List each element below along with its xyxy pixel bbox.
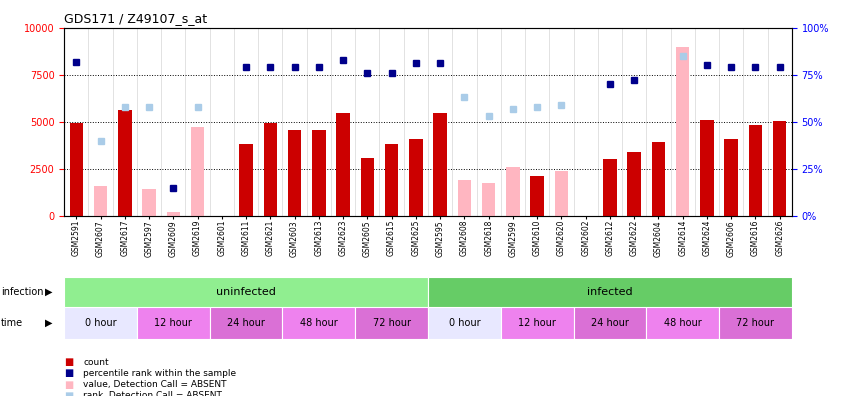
Bar: [240, 145, 253, 216]
Bar: [676, 47, 689, 216]
Bar: [773, 121, 787, 216]
Bar: [137, 307, 210, 339]
Text: GDS171 / Z49107_s_at: GDS171 / Z49107_s_at: [64, 12, 207, 25]
Bar: [336, 113, 350, 216]
Bar: [506, 167, 520, 216]
Bar: [409, 139, 423, 216]
Bar: [458, 180, 471, 216]
Bar: [64, 277, 428, 307]
Text: 72 hour: 72 hour: [372, 318, 411, 328]
Text: ■: ■: [64, 379, 74, 390]
Bar: [428, 307, 501, 339]
Text: infection: infection: [1, 287, 44, 297]
Bar: [288, 130, 301, 216]
Bar: [360, 158, 374, 216]
Text: ■: ■: [64, 390, 74, 396]
Bar: [482, 183, 496, 216]
Bar: [355, 307, 428, 339]
Bar: [191, 128, 205, 216]
Bar: [555, 171, 568, 216]
Bar: [574, 307, 646, 339]
Bar: [627, 152, 641, 216]
Text: 12 hour: 12 hour: [518, 318, 556, 328]
Bar: [210, 307, 282, 339]
Bar: [646, 307, 719, 339]
Bar: [142, 188, 156, 216]
Text: ▶: ▶: [45, 318, 53, 328]
Bar: [385, 145, 398, 216]
Text: 48 hour: 48 hour: [663, 318, 702, 328]
Text: 12 hour: 12 hour: [154, 318, 193, 328]
Bar: [64, 307, 137, 339]
Bar: [719, 307, 792, 339]
Text: ■: ■: [64, 368, 74, 379]
Text: ■: ■: [64, 357, 74, 367]
Text: 24 hour: 24 hour: [591, 318, 629, 328]
Bar: [282, 307, 355, 339]
Bar: [264, 123, 277, 216]
Bar: [531, 176, 544, 216]
Text: 72 hour: 72 hour: [736, 318, 775, 328]
Text: 0 hour: 0 hour: [85, 318, 116, 328]
Bar: [651, 143, 665, 216]
Bar: [428, 277, 792, 307]
Bar: [94, 186, 107, 216]
Bar: [167, 212, 180, 216]
Text: ▶: ▶: [45, 287, 53, 297]
Text: rank, Detection Call = ABSENT: rank, Detection Call = ABSENT: [83, 391, 222, 396]
Bar: [724, 139, 738, 216]
Bar: [603, 159, 616, 216]
Text: infected: infected: [587, 287, 633, 297]
Bar: [501, 307, 574, 339]
Text: uninfected: uninfected: [217, 287, 276, 297]
Bar: [433, 113, 447, 216]
Bar: [69, 123, 83, 216]
Text: 48 hour: 48 hour: [300, 318, 338, 328]
Text: 0 hour: 0 hour: [449, 318, 480, 328]
Text: value, Detection Call = ABSENT: value, Detection Call = ABSENT: [83, 380, 227, 389]
Text: 24 hour: 24 hour: [227, 318, 265, 328]
Bar: [700, 120, 714, 216]
Bar: [118, 110, 132, 216]
Bar: [312, 130, 325, 216]
Text: count: count: [83, 358, 109, 367]
Bar: [749, 125, 762, 216]
Text: time: time: [1, 318, 23, 328]
Text: percentile rank within the sample: percentile rank within the sample: [83, 369, 236, 378]
